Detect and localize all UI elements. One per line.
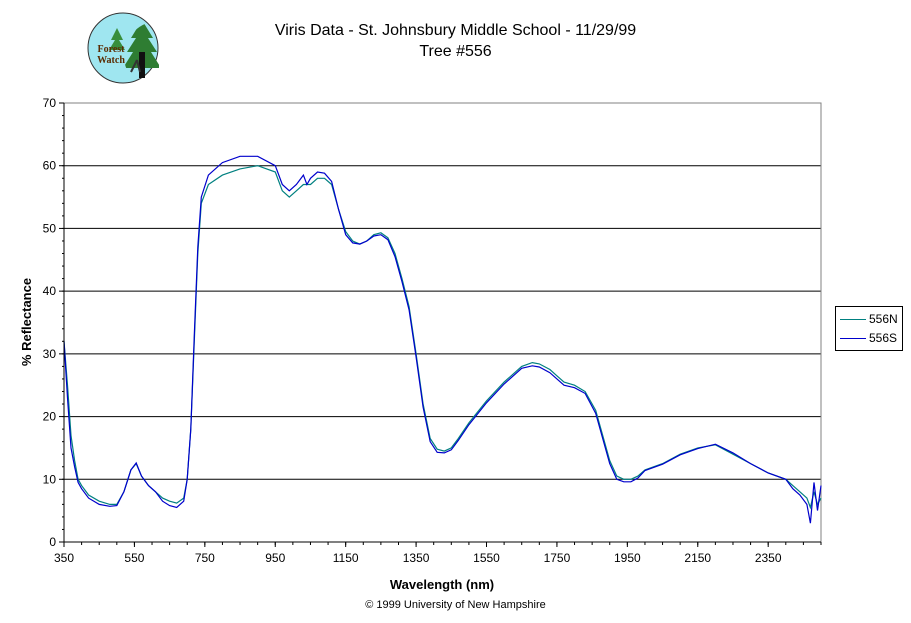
x-axis-title: Wavelength (nm): [390, 577, 494, 592]
copyright-footer: © 1999 University of New Hampshire: [365, 599, 546, 611]
tree-icon: Forest Watch: [87, 12, 159, 84]
y-tick-label: 30: [43, 347, 57, 361]
logo-text-watch: Watch: [97, 55, 125, 66]
x-tick-label: 1550: [473, 551, 500, 565]
x-tick-label: 950: [265, 551, 285, 565]
legend-swatch: [840, 318, 866, 320]
y-tick-label: 40: [43, 284, 57, 298]
x-tick-label: 1750: [544, 551, 571, 565]
x-tick-label: 350: [54, 551, 74, 565]
chart-title: Viris Data - St. Johnsbury Middle School…: [274, 22, 637, 39]
chart-subtitle: Tree #556: [419, 43, 492, 60]
x-tick-label: 1150: [333, 551, 359, 565]
legend-swatch: [840, 337, 866, 339]
y-tick-label: 0: [49, 535, 56, 549]
x-tick-label: 2350: [755, 551, 782, 565]
series-lines: [63, 155, 822, 524]
logo-text-forest: Forest: [97, 44, 125, 55]
legend-label: 556S: [869, 331, 898, 345]
y-tick-label: 10: [43, 472, 57, 486]
y-tick-label: 20: [43, 410, 57, 424]
series-line-556s: [63, 155, 822, 524]
axes: 0 10 20 30 40 50 60 70 350 550 750 950 1150 1350 1550 1…: [43, 96, 822, 565]
y-tick-label: 70: [43, 96, 57, 110]
x-tick-label: 2150: [684, 551, 711, 565]
x-tick-label: 550: [124, 551, 144, 565]
y-tick-label: 60: [43, 159, 57, 173]
legend: 556N 556S: [835, 306, 903, 351]
x-tick-label: 1950: [614, 551, 641, 565]
series-line-556n: [63, 165, 822, 510]
legend-label: 556N: [869, 312, 898, 326]
plot-area: [63, 102, 822, 543]
x-tick-label: 750: [195, 551, 215, 565]
y-tick-label: 50: [43, 221, 57, 235]
legend-item-556s: 556S: [840, 331, 897, 345]
x-tick-label: 1350: [403, 551, 430, 565]
gridlines: [64, 102, 821, 480]
y-axis-title: % Reflectance: [19, 278, 34, 366]
forest-watch-logo: Forest Watch: [87, 12, 159, 84]
legend-item-556n: 556N: [840, 312, 898, 326]
